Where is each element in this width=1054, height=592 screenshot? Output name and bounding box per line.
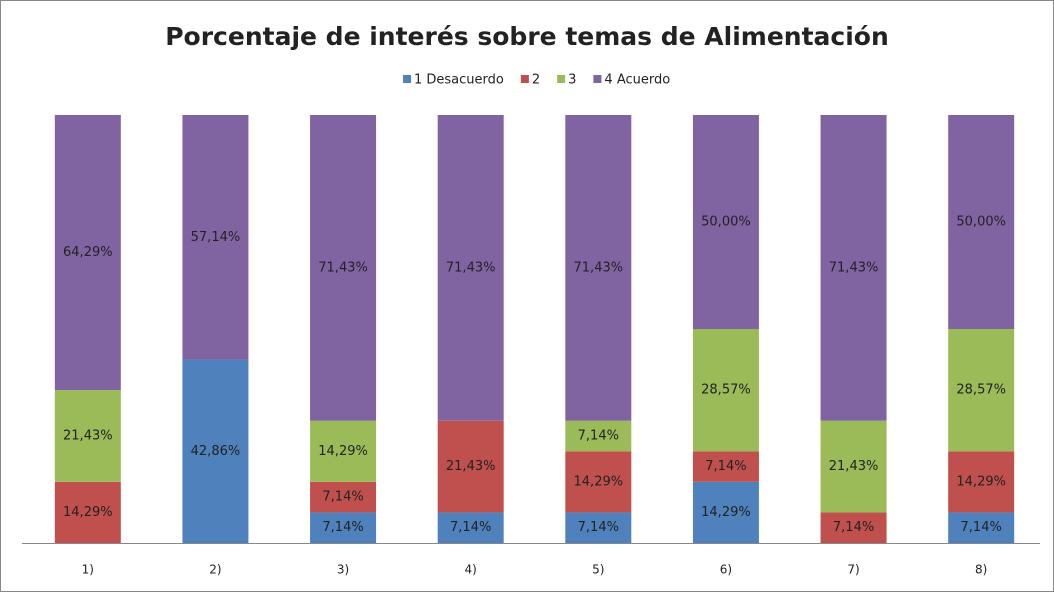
data-label: 57,14%	[191, 230, 241, 245]
bar-segment	[54, 114, 121, 391]
bar-segment	[54, 390, 121, 482]
chart-title: Porcentaje de interés sobre temas de Ali…	[165, 22, 889, 51]
data-label: 7,14%	[450, 520, 491, 535]
bar-segment	[565, 420, 632, 452]
data-label: 14,29%	[318, 444, 368, 459]
data-label: 71,43%	[574, 260, 624, 275]
bar-segment	[948, 451, 1015, 513]
data-label: 50,00%	[701, 215, 751, 230]
x-tick-label: 8)	[975, 563, 987, 577]
data-label: 7,14%	[961, 520, 1002, 535]
bar-segment	[948, 115, 1015, 329]
data-label: 14,29%	[574, 474, 624, 489]
x-tick-label: 5)	[592, 563, 604, 577]
data-label: 71,43%	[318, 260, 368, 275]
legend-label: 2	[532, 73, 540, 88]
data-label: 21,43%	[63, 428, 113, 443]
data-label: 14,29%	[63, 505, 113, 520]
bar-segment	[820, 115, 887, 421]
legend-label: 3	[568, 73, 576, 88]
data-label: 7,14%	[578, 520, 619, 535]
data-label: 7,14%	[322, 490, 363, 505]
x-tick-label: 1)	[82, 563, 94, 577]
bar-segment	[948, 329, 1015, 452]
data-label: 21,43%	[446, 459, 496, 474]
bar-segment	[692, 115, 759, 329]
data-label: 7,14%	[705, 459, 746, 474]
bar-segment	[437, 512, 504, 543]
legend-swatch	[557, 75, 566, 83]
data-label: 71,43%	[829, 260, 879, 275]
bar-segment	[565, 115, 632, 421]
bar-segment	[310, 420, 377, 482]
x-tick-label: 6)	[720, 563, 732, 577]
legend-label: 4 Acuerdo	[604, 73, 670, 88]
bar-segment	[310, 115, 377, 421]
data-label: 50,00%	[956, 215, 1006, 230]
data-label: 21,43%	[829, 459, 879, 474]
data-label: 42,86%	[191, 444, 241, 459]
x-tick-label: 7)	[847, 563, 859, 577]
data-label: 71,43%	[446, 260, 496, 275]
data-label: 64,29%	[63, 245, 113, 260]
data-label: 28,57%	[701, 383, 751, 398]
data-label: 14,29%	[701, 505, 751, 520]
bar-segment	[437, 115, 504, 421]
data-label: 7,14%	[578, 429, 619, 444]
bar-segment	[310, 481, 377, 513]
data-label: 14,29%	[956, 474, 1006, 489]
bar-segment	[692, 451, 759, 482]
bar-segment	[820, 512, 887, 543]
bar-segment	[437, 420, 504, 513]
bar-segment	[182, 115, 249, 360]
x-tick-label: 2)	[209, 563, 221, 577]
bar-segment	[182, 359, 249, 543]
bar-segment	[565, 451, 632, 513]
bar-segment	[820, 420, 887, 513]
x-tick-label: 3)	[337, 563, 349, 577]
data-label: 28,57%	[956, 383, 1006, 398]
bar-segment	[692, 329, 759, 452]
legend-label: 1 Desacuerdo	[414, 73, 504, 88]
x-tick-label: 4)	[465, 563, 477, 577]
legend-swatch	[520, 75, 529, 83]
data-label: 7,14%	[833, 520, 874, 535]
legend-swatch	[593, 75, 602, 83]
bar-segment	[948, 512, 1015, 543]
bar-segment	[54, 481, 121, 543]
legend-swatch	[403, 75, 411, 83]
bar-segment	[310, 512, 377, 543]
bar-segment	[692, 481, 759, 543]
bar-segment	[565, 512, 632, 543]
data-label: 7,14%	[322, 520, 363, 535]
